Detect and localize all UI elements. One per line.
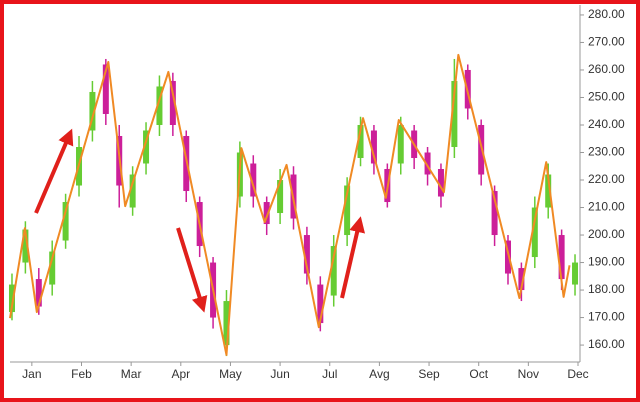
y-tick-label: 200.00	[588, 227, 625, 241]
y-tick-label: 190.00	[588, 255, 625, 269]
x-tick-label: Jan	[22, 367, 41, 381]
y-tick-label: 260.00	[588, 62, 625, 76]
x-tick-label: Avg	[369, 367, 389, 381]
candle-body	[22, 229, 29, 263]
x-tick-label: May	[219, 367, 242, 381]
candle-body	[250, 163, 257, 197]
x-tick-label: Nov	[518, 367, 539, 381]
candle-body	[35, 279, 42, 307]
candle-body	[129, 174, 136, 208]
candle-body	[143, 130, 150, 164]
y-tick-label: 270.00	[588, 35, 625, 49]
x-tick-label: Feb	[71, 367, 92, 381]
x-tick-label: Sep	[418, 367, 440, 381]
y-tick-label: 250.00	[588, 90, 625, 104]
candle-body	[437, 169, 444, 197]
candle-body	[357, 124, 364, 159]
candle-body	[156, 86, 163, 125]
candle-body	[102, 64, 109, 114]
y-tick-label: 240.00	[588, 117, 625, 131]
x-tick-label: Jul	[322, 367, 337, 381]
arrow	[34, 128, 74, 214]
candle-body	[531, 207, 538, 258]
candle-body	[89, 91, 96, 131]
x-tick-label: Mar	[121, 367, 142, 381]
candle-body	[491, 191, 498, 236]
candle-body	[451, 80, 458, 147]
candle-body	[263, 202, 270, 225]
arrow	[176, 227, 208, 313]
plot-area: 160.00 170.00 180.00 190.00 200.00 210.00 220.…	[8, 5, 625, 381]
candle-body	[397, 124, 404, 164]
y-tick-label: 170.00	[588, 310, 625, 324]
y-tick-label: 210.00	[588, 200, 625, 214]
candle-body	[330, 246, 337, 296]
candle-body	[62, 202, 69, 241]
candle-body	[344, 185, 351, 236]
x-tick-label: Apr	[171, 367, 190, 381]
candle-body	[558, 235, 565, 280]
x-tick-label: Oct	[469, 367, 488, 381]
candle-body	[303, 235, 310, 274]
candle-body	[545, 174, 552, 208]
y-tick-label: 160.00	[588, 337, 625, 351]
candle-body	[518, 268, 525, 291]
arrow	[340, 216, 366, 299]
zigzag-line	[9, 53, 571, 356]
candle-body	[317, 284, 324, 324]
candle-body	[223, 301, 230, 346]
x-tick-label: Jun	[270, 367, 289, 381]
y-tick-label: 280.00	[588, 7, 625, 21]
y-tick-label: 220.00	[588, 172, 625, 186]
candle-body	[169, 80, 176, 125]
candle-body	[370, 130, 377, 164]
candle-body	[504, 240, 511, 274]
candle-body	[277, 180, 284, 214]
x-tick-label: Dec	[567, 367, 588, 381]
candle-body	[572, 262, 579, 285]
y-tick-label: 180.00	[588, 282, 625, 296]
candle-body	[424, 152, 431, 175]
candle-body	[8, 284, 15, 313]
candle-body	[49, 251, 56, 285]
y-tick-label: 230.00	[588, 145, 625, 159]
